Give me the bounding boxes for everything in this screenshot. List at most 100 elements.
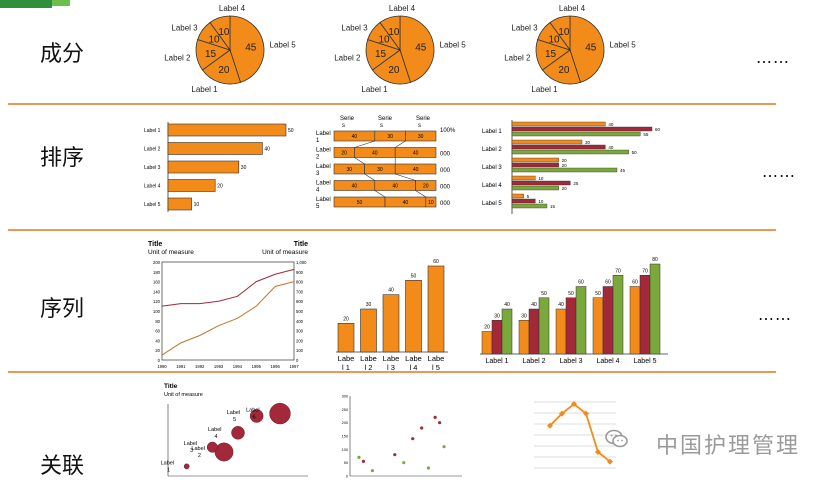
- scatter-point: [361, 459, 366, 463]
- pie-value-label: 10: [548, 34, 560, 45]
- value-label: 60: [632, 280, 638, 286]
- value-label: 55: [643, 132, 649, 137]
- pie-value-label: 10: [558, 27, 570, 38]
- horizontal-bar-chart: Label 1 50 Label 2 40 Label 3 30 Label 4 20 Labe…: [144, 122, 294, 212]
- bar: [528, 308, 540, 355]
- series-header: s: [342, 123, 345, 129]
- pie-slice: [379, 15, 401, 52]
- pie-category-label: Label 4: [559, 4, 586, 13]
- segment-value-label: 20: [341, 151, 347, 157]
- line-marker: [559, 410, 565, 417]
- value-label: 20: [343, 316, 349, 322]
- category-label: Label 2: [482, 147, 502, 153]
- total-label: 000: [440, 152, 451, 158]
- category-label: Label 2: [523, 358, 546, 365]
- pie-value-label: 45: [585, 43, 597, 54]
- category-label: Label: [316, 131, 331, 137]
- value-label: 50: [568, 291, 574, 297]
- total-label: 000: [440, 168, 451, 174]
- y-tick-label: 100: [342, 448, 348, 452]
- bubble: [231, 426, 245, 440]
- x-tick-label: 1990: [157, 364, 167, 369]
- section-divider: [8, 371, 776, 373]
- pie-category-label: Label 3: [171, 23, 198, 32]
- scatter-chart: 0 50 100 150 200 250 300: [342, 395, 462, 479]
- y-tick-label: 120: [153, 299, 161, 304]
- pie-value-label: 15: [545, 49, 557, 60]
- bubble-label: Label: [246, 408, 259, 414]
- y-tick-label: 100: [153, 309, 161, 314]
- bar: [518, 320, 530, 355]
- pie-category-label: Label 2: [164, 53, 191, 62]
- bar: [167, 142, 263, 155]
- bar: [511, 203, 548, 209]
- segment-value-label: 40: [352, 134, 358, 140]
- value-label: 25: [573, 181, 579, 186]
- bar: [427, 265, 445, 353]
- y2-tick-label: 0: [296, 358, 299, 363]
- category-label: Label 3: [482, 165, 502, 171]
- bar: [629, 286, 641, 355]
- bar: [511, 139, 583, 145]
- y2-tick-label: 400: [296, 319, 304, 324]
- segment-value-label: 40: [413, 151, 419, 157]
- value-label: 20: [217, 184, 223, 190]
- pie-slice: [399, 15, 435, 83]
- bubble-label: 6: [253, 415, 256, 421]
- pie-value-label: 20: [558, 65, 570, 76]
- y-tick-label: 300: [342, 395, 348, 399]
- pie-category-label: Label 1: [531, 85, 558, 94]
- category-label: 1: [316, 138, 320, 144]
- unit-label: Unit of measure: [164, 392, 203, 398]
- bar: [511, 198, 536, 204]
- y2-tick-label: 1,000: [296, 260, 307, 265]
- series-header: Serie: [416, 116, 431, 122]
- category-label: Label 1: [482, 129, 502, 135]
- category-label: Labe: [360, 354, 377, 363]
- bar: [511, 180, 571, 186]
- segment-value-label: 30: [418, 134, 424, 140]
- section-divider: [8, 229, 776, 231]
- watermark-text: 中国护理管理: [655, 434, 800, 459]
- total-label: 000: [440, 201, 451, 207]
- x-tick-label: 1991: [176, 364, 186, 369]
- bar: [555, 308, 567, 355]
- category-label: Label 5: [634, 358, 657, 365]
- value-label: 60: [433, 259, 439, 265]
- value-label: 60: [655, 127, 661, 132]
- bar: [481, 331, 493, 355]
- value-label: 70: [642, 268, 648, 274]
- line-marker: [583, 410, 589, 417]
- connector-line: [415, 190, 426, 198]
- bar: [167, 179, 216, 192]
- bubble-label: Label: [184, 441, 197, 447]
- bar: [538, 297, 550, 355]
- y-tick-label: 200: [153, 260, 161, 265]
- category-label: Label 4: [144, 184, 161, 190]
- value-label: 30: [521, 313, 527, 319]
- category-label: Label: [316, 148, 331, 154]
- value-label: 50: [632, 150, 638, 155]
- bubble-label: 2: [198, 453, 201, 459]
- line-marker: [595, 449, 601, 455]
- category-label: Label 5: [482, 201, 502, 207]
- bar: [511, 131, 641, 137]
- line-marker: [547, 422, 553, 429]
- y-tick-label: 60: [155, 329, 160, 334]
- category-label: Label 3: [144, 165, 161, 171]
- bubble-label: Label: [227, 410, 240, 416]
- value-label: 40: [264, 147, 270, 153]
- scatter-point: [433, 415, 437, 419]
- unit-label-right: Unit of measure: [262, 249, 308, 256]
- bubble: [269, 402, 291, 425]
- bar: [382, 294, 400, 353]
- value-label: 50: [288, 128, 294, 134]
- value-label: 5: [527, 194, 530, 199]
- bar: [511, 149, 629, 155]
- bubble-label: Label: [161, 460, 174, 466]
- category-label: Labe: [428, 354, 445, 363]
